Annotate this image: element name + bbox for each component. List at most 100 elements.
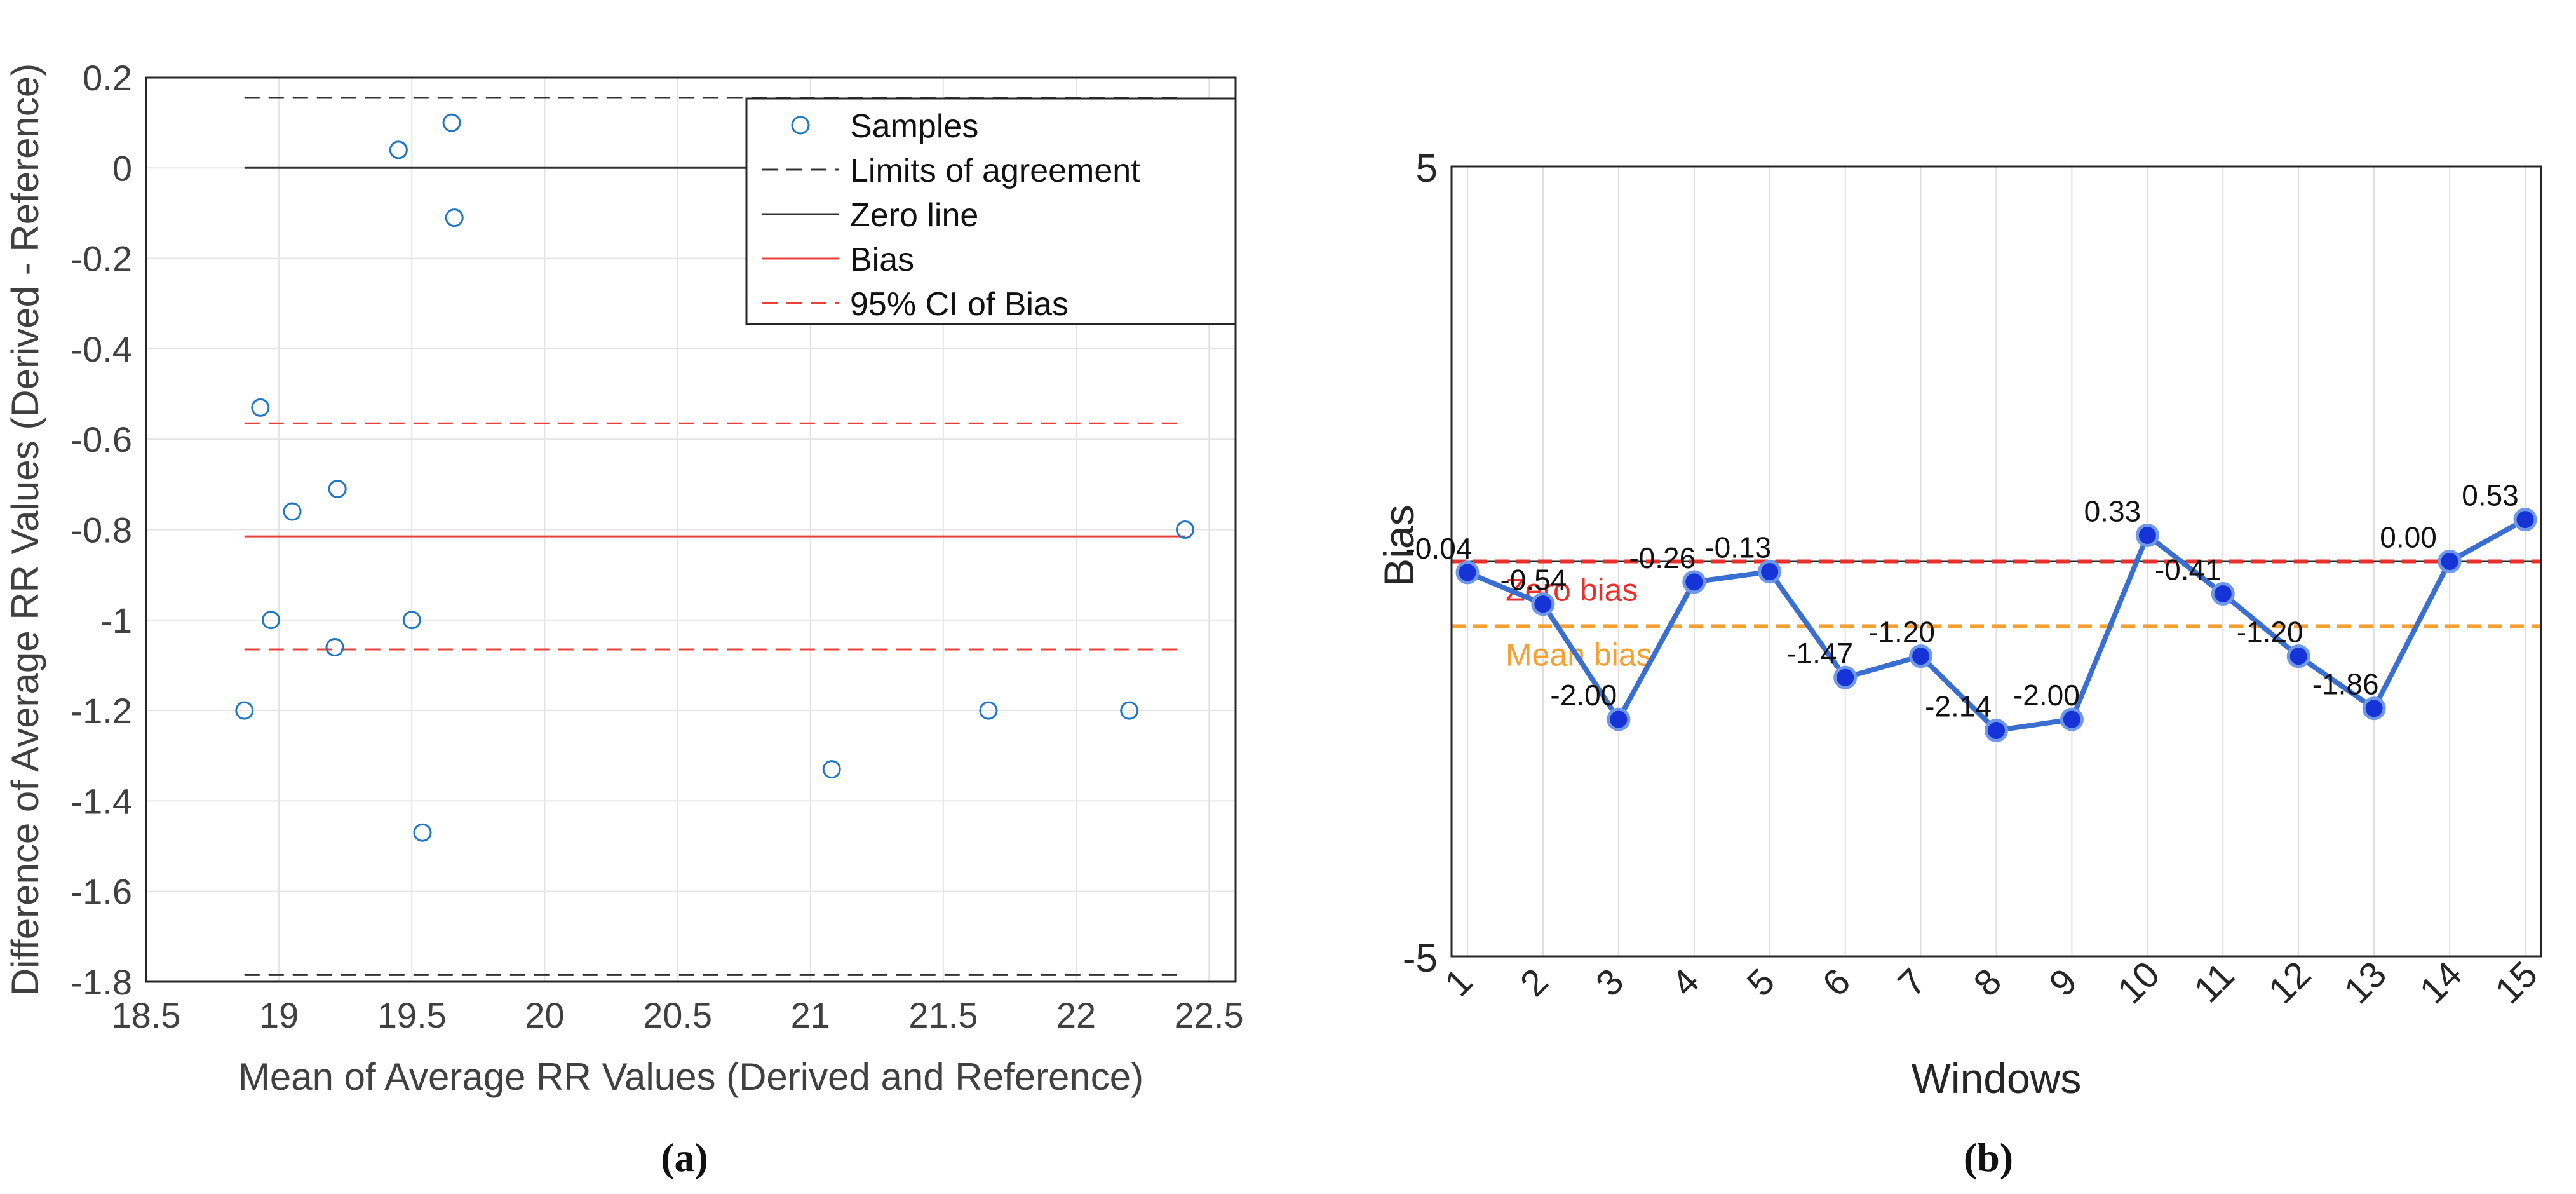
legend-label: 95% CI of Bias <box>850 286 1069 323</box>
chart-b-series: -0.04 -0.54 -2.00 -0.26 -0.13 -1.47 -1.20 -2.14… <box>1406 479 2537 743</box>
x-tick-label: 7 <box>1890 961 1934 1005</box>
reference-line-label: Zero bias <box>1506 573 1638 608</box>
x-tick-label: 19 <box>259 995 299 1035</box>
y-tick-label: -1.4 <box>71 781 133 821</box>
sample-point <box>1176 520 1195 539</box>
chart-b-y-axis-label: Bias <box>1375 505 1422 586</box>
bias-value-label: -1.47 <box>1786 637 1853 670</box>
bias-point <box>2135 523 2159 547</box>
x-tick-label: 4 <box>1664 961 1708 1005</box>
bias-value-label: -2.00 <box>2013 679 2080 712</box>
x-tick-label: 8 <box>1966 961 2009 1005</box>
legend-label: Limits of agreement <box>850 153 1140 189</box>
bias-value-label: -0.54 <box>1500 564 1567 597</box>
y-tick-label: 0.2 <box>83 58 132 98</box>
sample-point <box>251 398 270 417</box>
legend-item: Bias <box>762 241 914 278</box>
x-tick-label: 5 <box>1739 961 1783 1005</box>
sample-point <box>389 140 408 159</box>
chart-b-frame <box>1450 165 2542 958</box>
y-tick-label: -0.8 <box>71 510 133 550</box>
bias-value-label: 0.00 <box>2380 521 2437 554</box>
bias-point <box>1682 570 1706 594</box>
bias-point <box>1531 592 1555 616</box>
caption-a: (a) <box>661 1135 708 1180</box>
x-tick-label: 1 <box>1437 961 1481 1005</box>
bias-point <box>1758 560 1782 584</box>
sample-point <box>442 113 461 132</box>
legend-item: 95% CI of Bias <box>762 286 1069 323</box>
x-tick-label: 22.5 <box>1175 995 1244 1035</box>
bias-point <box>1833 665 1858 689</box>
bias-value-label: -0.26 <box>1629 541 1696 574</box>
x-tick-label: 20 <box>525 995 564 1035</box>
y-tick-label: -1.8 <box>71 962 133 1002</box>
bias-point <box>2438 550 2462 573</box>
x-tick-label: 11 <box>2186 954 2242 1011</box>
chart-a-x-axis-label: Mean of Average RR Values (Derived and R… <box>238 1055 1143 1098</box>
bias-value-label: -2.14 <box>1925 690 1992 723</box>
chart-a-x-ticks: 18.5 19 19.5 20 20.5 21 21.5 22 22.5 <box>112 995 1244 1035</box>
chart-a-samples <box>235 113 1195 842</box>
bias-point <box>1607 707 1631 731</box>
sample-point <box>325 637 344 656</box>
bias-point <box>2286 644 2310 668</box>
bias-value-label: 0.33 <box>2084 494 2141 527</box>
legend-item: Limits of agreement <box>762 153 1140 189</box>
chart-b-x-axis-label: Windows <box>1912 1055 2082 1102</box>
sample-point <box>262 611 281 630</box>
x-tick-label: 13 <box>2337 953 2395 1012</box>
y-tick-label: -0.4 <box>71 329 133 369</box>
bias-value-label: -1.20 <box>2237 616 2303 649</box>
bias-value-label: -0.04 <box>1406 532 1473 565</box>
x-tick-label: 20.5 <box>643 995 712 1035</box>
bias-value-label: -0.41 <box>2155 553 2222 586</box>
bias-point <box>1909 644 1933 668</box>
y-tick-label: 0 <box>112 148 132 188</box>
y-tick-label: -1.6 <box>71 872 133 912</box>
chart-a: 18.5 19 19.5 20 20.5 21 21.5 22 22.5 0.2 0 -0.2 -0.… <box>4 58 1244 1180</box>
bias-value-label: -1.86 <box>2312 668 2379 701</box>
legend-item: Samples <box>791 108 978 145</box>
bias-value-label: 0.53 <box>2462 479 2519 512</box>
chart-b-x-ticks: 1 2 3 4 5 6 7 8 9 10 11 12 13 14 15 <box>1437 953 2546 1012</box>
bias-point <box>2513 508 2537 532</box>
x-tick-label: 18.5 <box>112 995 181 1035</box>
bias-point <box>1985 719 2008 743</box>
legend-item: Zero line <box>762 197 978 234</box>
legend-label: Bias <box>850 241 914 278</box>
sample-point <box>402 611 421 630</box>
legend-marker <box>791 116 810 135</box>
y-tick-label: -0.2 <box>71 239 133 279</box>
sample-point <box>822 760 841 779</box>
y-tick-label: -1 <box>100 600 132 641</box>
bias-point <box>2211 581 2235 606</box>
x-tick-label: 14 <box>2411 953 2470 1012</box>
x-tick-label: 19.5 <box>377 995 447 1035</box>
sample-point <box>235 701 254 720</box>
chart-a-legend: Samples Limits of agreement Zero line Bias 9… <box>745 97 1237 325</box>
x-tick-label: 22 <box>1056 995 1096 1035</box>
y-tick-label: -1.2 <box>71 691 133 731</box>
legend-label: Zero line <box>850 197 978 234</box>
chart-a-y-axis-label: Difference of Average RR Values (Derived… <box>4 64 46 996</box>
sample-point <box>445 208 464 227</box>
bias-point <box>2060 707 2084 731</box>
caption-b: (b) <box>1964 1135 2013 1180</box>
sample-point <box>1120 701 1139 720</box>
bias-point <box>1455 560 1480 585</box>
chart-a-legend-box <box>745 97 1237 325</box>
bias-value-label: -0.13 <box>1704 531 1771 564</box>
sample-point <box>328 479 347 498</box>
x-tick-label: 12 <box>2261 953 2319 1012</box>
bias-value-label: -1.20 <box>1868 616 1935 649</box>
y-tick-label: -5 <box>1403 937 1438 980</box>
x-tick-label: 10 <box>2110 953 2168 1012</box>
sample-point <box>979 701 998 720</box>
x-tick-label: 21.5 <box>908 995 978 1035</box>
x-tick-label: 6 <box>1814 961 1858 1005</box>
y-tick-label: -0.6 <box>71 419 133 459</box>
chart-b-y-ticks: 5 -5 <box>1403 147 1438 980</box>
